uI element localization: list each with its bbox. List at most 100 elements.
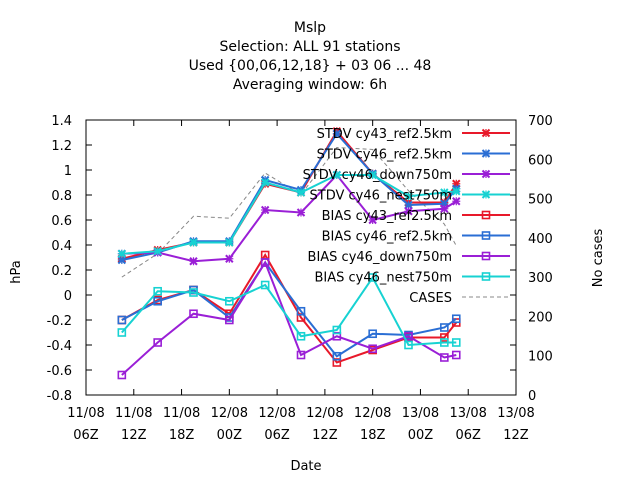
legend-label: STDV cy46_nest750m bbox=[310, 189, 452, 204]
data-point bbox=[451, 350, 461, 360]
x-tick-label: 12/08 bbox=[258, 406, 295, 421]
x-tick-label: 13/08 bbox=[497, 406, 534, 421]
data-point bbox=[260, 258, 270, 267]
data-point bbox=[189, 257, 198, 266]
legend-label: STDV cy43_ref2.5km bbox=[317, 127, 452, 142]
y-tick-label: 1.2 bbox=[51, 139, 72, 154]
series-line-bias-cy46-nest750m bbox=[121, 275, 457, 347]
cases-layer bbox=[121, 146, 457, 278]
data-point bbox=[451, 338, 461, 347]
data-point bbox=[481, 210, 491, 220]
x-tick-label: 12Z bbox=[312, 428, 338, 443]
data-point bbox=[481, 272, 491, 281]
x-tick-label: 13/08 bbox=[449, 406, 486, 421]
data-point bbox=[117, 315, 127, 325]
legend-label: BIAS cy46_ref2.5km bbox=[322, 230, 452, 245]
y2-tick-label: 200 bbox=[528, 310, 553, 325]
title-line: Used {00,06,12,18} + 03 06 ... 48 bbox=[189, 58, 432, 74]
y-tick-label: -0.6 bbox=[47, 364, 72, 379]
data-point bbox=[296, 306, 306, 316]
data-point bbox=[117, 370, 127, 380]
legend-label: STDV cy46_down750m bbox=[303, 168, 452, 183]
chart-title: Mslp Selection: ALL 91 stations Used {00,0… bbox=[189, 20, 432, 93]
x-tick-label: 12/08 bbox=[211, 406, 248, 421]
data-point bbox=[368, 215, 377, 225]
data-point bbox=[481, 149, 491, 158]
data-point bbox=[189, 238, 198, 247]
data-point bbox=[481, 169, 491, 179]
data-point bbox=[153, 338, 162, 347]
data-point bbox=[296, 350, 306, 360]
data-point bbox=[404, 192, 413, 201]
data-point bbox=[117, 249, 127, 258]
legend-label: BIAS cy43_ref2.5km bbox=[322, 209, 452, 224]
y-tick-label: 0.8 bbox=[51, 189, 72, 204]
data-point bbox=[332, 351, 342, 361]
y2-tick-label: 400 bbox=[528, 232, 553, 247]
x-tick-label: 18Z bbox=[169, 428, 195, 443]
y-tick-label: 1.4 bbox=[51, 114, 72, 129]
x-tick-label: 11/08 bbox=[163, 406, 200, 421]
data-point bbox=[117, 328, 127, 337]
y2-tick-label: 700 bbox=[528, 114, 553, 129]
data-point bbox=[404, 340, 413, 350]
data-point bbox=[368, 344, 377, 354]
data-point bbox=[451, 314, 461, 324]
y2-tick-label: 600 bbox=[528, 153, 553, 168]
data-point bbox=[481, 190, 491, 199]
y-tick-label: -0.8 bbox=[47, 389, 72, 404]
data-point bbox=[404, 331, 413, 341]
data-point bbox=[452, 187, 461, 196]
x-tick-label: 12Z bbox=[121, 428, 147, 443]
data-point bbox=[332, 170, 342, 180]
x-tick-label: 06Z bbox=[264, 428, 290, 443]
x-tick-label: 00Z bbox=[217, 428, 243, 443]
data-point bbox=[440, 338, 449, 347]
data-point bbox=[260, 205, 270, 215]
data-point bbox=[153, 296, 162, 306]
data-point bbox=[452, 197, 461, 206]
data-point bbox=[153, 286, 162, 296]
title-line: Mslp bbox=[294, 20, 326, 36]
data-point bbox=[481, 251, 491, 261]
series-line-bias-cy46-ref2-5km bbox=[121, 260, 457, 358]
data-point bbox=[296, 188, 306, 197]
legend-label: BIAS cy46_down750m bbox=[308, 250, 452, 265]
plot-frame bbox=[85, 119, 517, 396]
data-point bbox=[260, 280, 270, 290]
data-point bbox=[225, 254, 234, 263]
legend-label: BIAS cy46_nest750m bbox=[315, 271, 453, 286]
x-tick-label: 11/08 bbox=[67, 406, 104, 421]
y-tick-label: -0.4 bbox=[47, 339, 72, 354]
x-tick-label: 11/08 bbox=[115, 406, 152, 421]
legend: STDV cy43_ref2.5km STDV cy46_ref2.5km STDV… bbox=[303, 127, 510, 306]
x-tick-label: 18Z bbox=[360, 428, 386, 443]
x-tick-label: 12Z bbox=[503, 428, 529, 443]
title-line: Averaging window: 6h bbox=[233, 77, 387, 93]
data-point bbox=[368, 273, 377, 282]
y2-tick-label: 0 bbox=[528, 389, 536, 404]
x-tick-label: 06Z bbox=[73, 428, 99, 443]
legend-label: CASES bbox=[409, 291, 452, 306]
data-point bbox=[260, 178, 270, 187]
y-tick-label: 0.2 bbox=[51, 264, 72, 279]
data-point bbox=[189, 288, 198, 297]
y-tick-label: 0.6 bbox=[51, 214, 72, 229]
data-point bbox=[440, 323, 449, 332]
x-tick-label: 12/08 bbox=[306, 406, 343, 421]
data-point bbox=[481, 128, 491, 138]
data-point bbox=[332, 129, 342, 138]
series-layer bbox=[117, 127, 461, 380]
data-point bbox=[481, 231, 491, 240]
x-tick-label: 12/08 bbox=[354, 406, 391, 421]
data-point bbox=[368, 329, 377, 339]
y-tick-label: 0 bbox=[64, 289, 72, 304]
legend-label: STDV cy46_ref2.5km bbox=[317, 148, 452, 163]
data-point bbox=[440, 204, 449, 213]
data-point bbox=[189, 309, 198, 319]
data-point bbox=[404, 207, 413, 216]
title-line: Selection: ALL 91 stations bbox=[219, 39, 400, 55]
data-point bbox=[296, 208, 306, 217]
x-tick-label: 06Z bbox=[455, 428, 481, 443]
